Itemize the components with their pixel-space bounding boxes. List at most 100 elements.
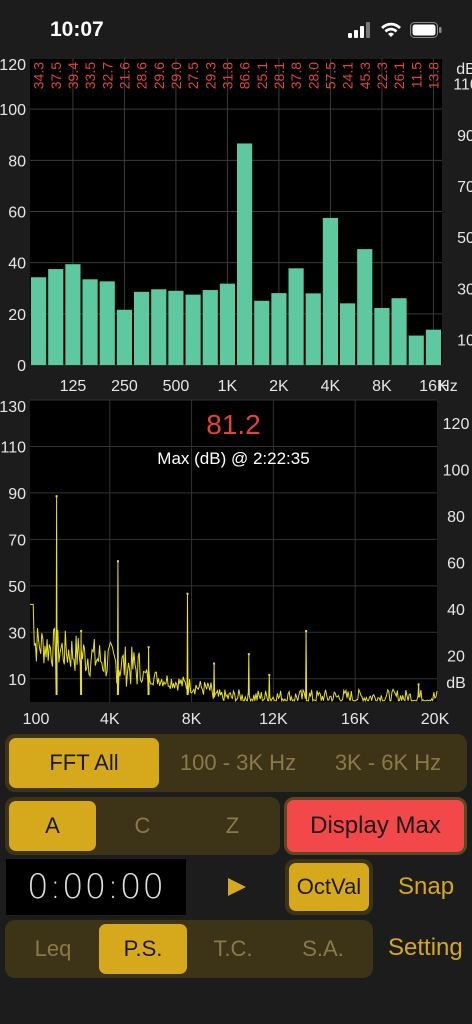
octave-value-label: 31.8 <box>219 62 235 89</box>
octave-left-tick: 100 <box>0 102 26 119</box>
octave-value-label: 37.8 <box>288 62 304 89</box>
octave-bar <box>271 293 287 365</box>
octave-value-label: 22.3 <box>374 62 390 89</box>
octave-bar <box>48 269 64 365</box>
octave-x-tick: 125 <box>60 378 87 395</box>
signal-icon <box>348 22 370 38</box>
fft-x-tick: 12K <box>259 711 288 728</box>
analysis-ps-button[interactable]: P.S. <box>99 924 187 974</box>
octave-bar <box>202 290 218 365</box>
octave-bar <box>237 143 253 365</box>
octave-bar <box>151 289 167 365</box>
fft-right-tick: 80 <box>447 509 465 526</box>
status-time: 10:07 <box>50 18 104 41</box>
octave-bar <box>65 264 81 365</box>
octave-value-label: 32.7 <box>99 62 115 89</box>
octave-bar <box>254 300 270 365</box>
octave-value-label: 37.5 <box>48 62 64 89</box>
octave-value-label: 29.3 <box>202 62 218 89</box>
octave-value-label: 34.3 <box>31 62 47 89</box>
octave-bar <box>340 303 356 365</box>
fft-left-tick: 10 <box>8 672 26 689</box>
octave-bar <box>31 277 47 365</box>
octave-right-unit: dB <box>456 61 472 78</box>
octave-value-label: 28.6 <box>134 62 150 89</box>
octave-value-label: 13.8 <box>425 62 441 89</box>
octave-value-label: 25.1 <box>254 62 270 89</box>
octave-bar <box>168 290 184 365</box>
wifi-icon <box>381 22 401 37</box>
octave-value-label: 29.6 <box>151 62 167 89</box>
fft-x-tick: 20K <box>421 711 450 728</box>
octave-left-tick: 0 <box>17 358 26 375</box>
octave-bar <box>288 268 304 365</box>
analysis-leq-button[interactable]: Leq <box>34 936 72 961</box>
octave-bar <box>219 283 235 365</box>
fft-left-tick: 70 <box>8 532 26 549</box>
octave-value-label: 11.5 <box>408 62 424 88</box>
octave-bar <box>134 291 150 365</box>
octval-frame: OctVal <box>285 859 373 915</box>
analysis-selector: Leq P.S. T.C. S.A. <box>5 920 373 978</box>
octval-button[interactable]: OctVal <box>289 863 369 911</box>
weighting-c-button[interactable]: C <box>134 813 151 838</box>
octave-value-label: 86.6 <box>237 62 253 89</box>
octave-value-label: 28.1 <box>271 62 287 89</box>
octave-value-label: 57.5 <box>322 62 338 89</box>
mode-3k-6k-button[interactable]: 3K - 6K Hz <box>334 750 442 775</box>
fft-x-tick: 16K <box>341 711 370 728</box>
octave-value-label: 27.5 <box>185 62 201 89</box>
octave-bar <box>408 335 424 365</box>
octave-right-tick: 50 <box>457 230 472 247</box>
display-max-button[interactable]: Display Max <box>284 797 467 855</box>
fft-right-unit: dB <box>446 675 466 692</box>
octave-right-tick: 90 <box>457 128 472 145</box>
octave-bar <box>185 294 201 365</box>
fft-x-tick: 100 <box>23 711 50 728</box>
octave-value-label: 28.0 <box>305 62 321 89</box>
fft-right-tick: 100 <box>443 463 470 480</box>
fft-right-tick: 20 <box>447 649 465 666</box>
octave-bar <box>99 281 115 365</box>
octave-left-tick: 40 <box>8 256 26 273</box>
mode-100-3k-button[interactable]: 100 - 3K Hz <box>179 750 297 775</box>
octave-value-label: 33.5 <box>82 62 98 89</box>
octave-x-tick: 16K <box>419 378 448 395</box>
octave-bar <box>391 298 407 365</box>
octave-bar <box>357 249 373 365</box>
fft-left-tick: 130 <box>0 399 26 416</box>
octave-x-tick: 4K <box>321 378 341 395</box>
octave-x-unit: Hz <box>438 378 458 395</box>
setting-button[interactable]: Setting <box>388 934 463 961</box>
octave-x-tick: 250 <box>111 378 138 395</box>
weighting-z-button[interactable]: Z <box>225 813 240 838</box>
fft-right-tick: 40 <box>447 602 465 619</box>
octave-right-tick: 110 <box>453 77 472 94</box>
octave-value-label: 24.1 <box>340 62 356 89</box>
analysis-tc-button[interactable]: T.C. <box>213 936 253 961</box>
octave-value-label: 29.0 <box>168 62 184 89</box>
play-icon[interactable] <box>226 877 248 897</box>
fft-spectrum-line <box>30 495 438 703</box>
octave-value-label: 21.6 <box>116 62 132 89</box>
snap-button[interactable]: Snap <box>398 873 455 900</box>
mode-fft-all-button[interactable]: FFT All <box>9 738 159 788</box>
octave-right-tick: 70 <box>457 179 472 196</box>
fft-left-tick: 90 <box>8 486 26 503</box>
mode-selector: FFT All 100 - 3K Hz 3K - 6K Hz <box>5 734 467 792</box>
fft-x-tick: 4K <box>100 711 120 728</box>
weighting-a-button[interactable]: A <box>9 801 96 851</box>
elapsed-timer: 0:00:00 <box>6 859 186 915</box>
weighting-selector: A C Z <box>5 797 280 855</box>
fft-left-tick: 30 <box>8 625 26 642</box>
octave-x-tick: 1K <box>218 378 238 395</box>
octave-right-tick: 10 <box>457 332 472 349</box>
battery-icon <box>410 22 442 38</box>
octave-left-tick: 20 <box>8 307 26 324</box>
fft-right-tick: 60 <box>447 556 465 573</box>
fft-plot-area <box>30 400 437 702</box>
octave-bar <box>305 293 321 365</box>
analysis-sa-button[interactable]: S.A. <box>302 936 344 961</box>
fft-subtitle: Max (dB) @ 2:22:35 <box>157 449 309 468</box>
octave-bar <box>425 329 441 365</box>
